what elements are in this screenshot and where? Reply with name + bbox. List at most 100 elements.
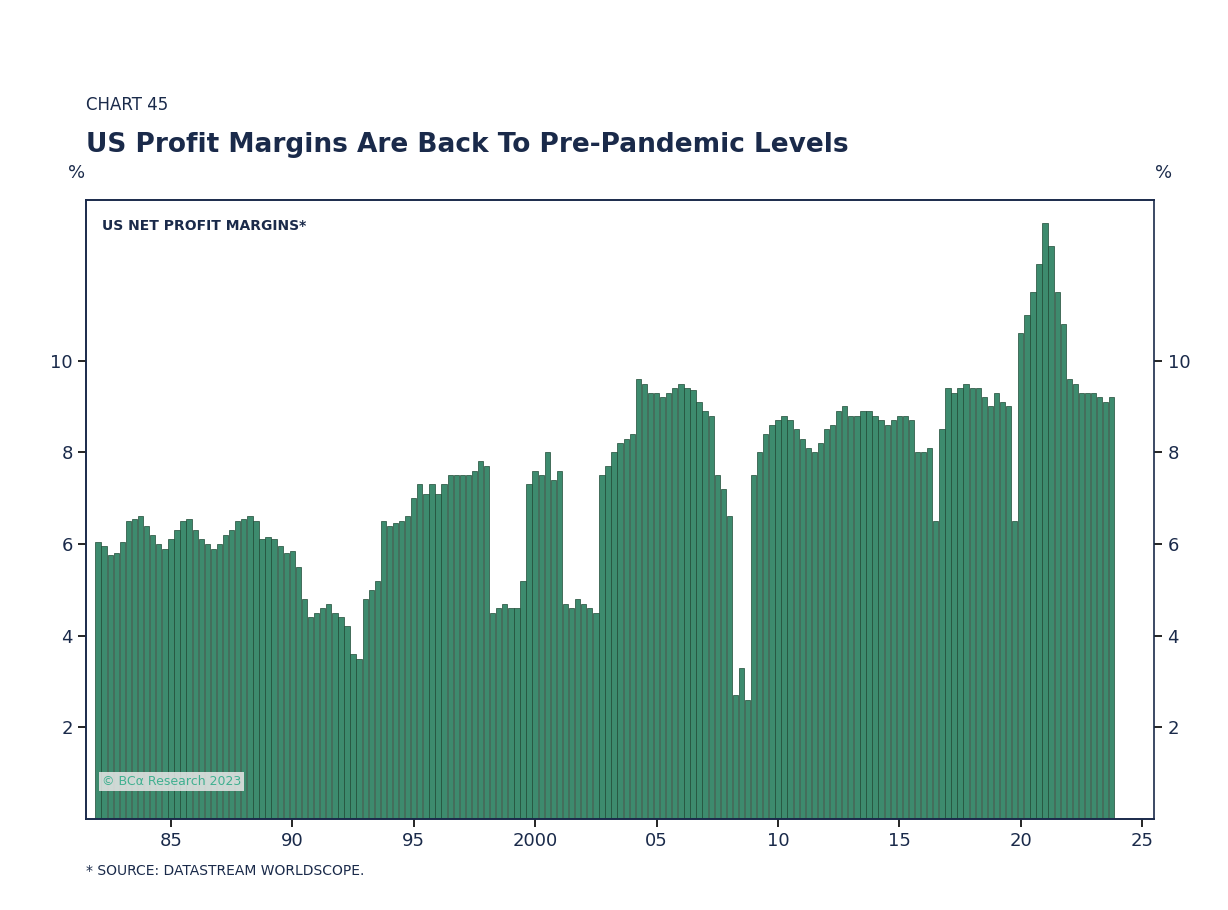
Bar — [314, 612, 319, 819]
Bar — [321, 608, 325, 819]
Bar — [247, 517, 253, 819]
Bar — [199, 540, 204, 819]
Bar — [150, 535, 156, 819]
Bar — [739, 668, 744, 819]
Bar — [702, 411, 707, 819]
Bar — [1090, 393, 1097, 819]
Bar — [824, 430, 829, 819]
Bar — [441, 484, 447, 819]
Bar — [193, 531, 198, 819]
Bar — [533, 470, 538, 819]
Bar — [350, 654, 356, 819]
Bar — [138, 517, 144, 819]
Bar — [581, 603, 587, 819]
Bar — [927, 448, 932, 819]
Bar — [915, 452, 920, 819]
Bar — [187, 519, 192, 819]
Bar — [235, 521, 241, 819]
Bar — [205, 544, 210, 819]
Bar — [775, 420, 781, 819]
Bar — [1030, 292, 1035, 819]
Bar — [508, 608, 513, 819]
Bar — [393, 523, 398, 819]
Bar — [278, 546, 282, 819]
Bar — [125, 521, 131, 819]
Text: CHART 45: CHART 45 — [86, 96, 168, 114]
Bar — [302, 599, 307, 819]
Bar — [1055, 292, 1060, 819]
Bar — [424, 493, 429, 819]
Bar — [308, 617, 313, 819]
Bar — [1079, 393, 1084, 819]
Bar — [812, 452, 817, 819]
Bar — [587, 608, 592, 819]
Bar — [562, 603, 569, 819]
Bar — [465, 475, 472, 819]
Bar — [545, 452, 550, 819]
Bar — [993, 393, 1000, 819]
Bar — [399, 521, 404, 819]
Bar — [884, 425, 890, 819]
Bar — [799, 439, 804, 819]
Bar — [108, 555, 113, 819]
Bar — [630, 434, 635, 819]
Bar — [830, 425, 835, 819]
Bar — [362, 599, 368, 819]
Bar — [939, 430, 944, 819]
Bar — [769, 425, 775, 819]
Bar — [878, 420, 884, 819]
Bar — [344, 626, 350, 819]
Text: US NET PROFIT MARGINS*: US NET PROFIT MARGINS* — [102, 218, 306, 233]
Bar — [478, 461, 483, 819]
Bar — [653, 393, 659, 819]
Bar — [684, 389, 690, 819]
Bar — [659, 398, 666, 819]
Bar — [527, 484, 532, 819]
Bar — [271, 540, 276, 819]
Bar — [174, 531, 179, 819]
Bar — [1018, 333, 1023, 819]
Bar — [648, 393, 653, 819]
Bar — [1006, 407, 1012, 819]
Bar — [763, 434, 769, 819]
Bar — [981, 398, 987, 819]
Bar — [131, 519, 138, 819]
Bar — [933, 521, 938, 819]
Bar — [1084, 393, 1090, 819]
Bar — [502, 603, 507, 819]
Bar — [1103, 402, 1109, 819]
Bar — [217, 544, 222, 819]
Bar — [958, 389, 963, 819]
Bar — [793, 430, 799, 819]
Bar — [338, 617, 344, 819]
Bar — [1067, 379, 1072, 819]
Bar — [223, 535, 228, 819]
Bar — [1097, 398, 1103, 819]
Bar — [696, 402, 701, 819]
Bar — [787, 420, 793, 819]
Bar — [733, 695, 738, 819]
Bar — [496, 608, 501, 819]
Bar — [228, 531, 235, 819]
Bar — [903, 416, 909, 819]
Bar — [1000, 402, 1006, 819]
Bar — [806, 448, 810, 819]
Bar — [1073, 383, 1078, 819]
Bar — [539, 475, 544, 819]
Bar — [332, 612, 338, 819]
Bar — [1012, 521, 1017, 819]
Text: %: % — [1156, 164, 1173, 182]
Bar — [855, 416, 860, 819]
Bar — [575, 599, 581, 819]
Bar — [952, 393, 957, 819]
Bar — [921, 452, 926, 819]
Bar — [752, 475, 756, 819]
Bar — [612, 452, 616, 819]
Bar — [818, 443, 823, 819]
Bar — [1036, 265, 1041, 819]
Bar — [1024, 315, 1029, 819]
Bar — [405, 517, 410, 819]
Bar — [521, 581, 526, 819]
Text: * SOURCE: DATASTREAM WORLDSCOPE.: * SOURCE: DATASTREAM WORLDSCOPE. — [86, 864, 365, 878]
Bar — [569, 608, 575, 819]
